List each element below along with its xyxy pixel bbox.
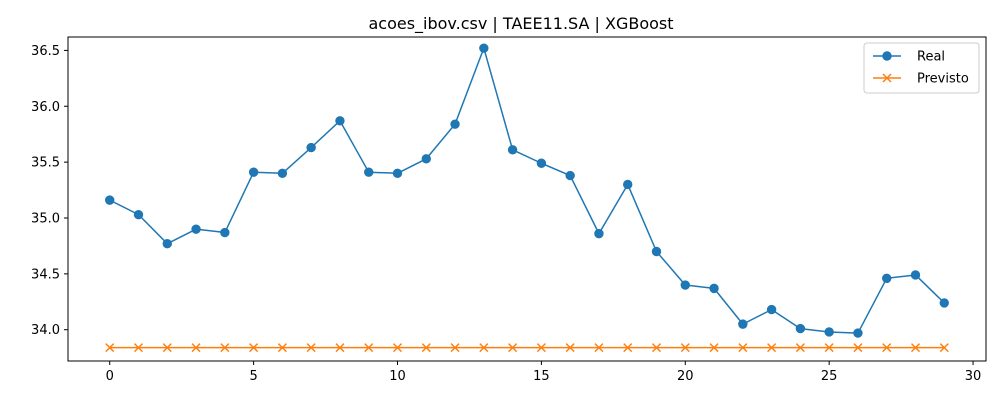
x-tick-label: 10	[389, 369, 406, 384]
series-line-real	[109, 47, 945, 334]
x-tick-label: 30	[965, 369, 982, 384]
x-tick-label: 25	[821, 369, 838, 384]
data-point-previsto	[335, 343, 345, 353]
data-point-real	[248, 167, 259, 177]
data-point-real	[565, 170, 575, 181]
y-tick-label: 36.0	[31, 100, 60, 115]
y-tick-label: 36.5	[31, 44, 60, 59]
data-point-real	[738, 319, 748, 329]
data-point-real	[220, 227, 230, 238]
data-point-real	[795, 323, 806, 334]
data-point-previsto	[680, 343, 690, 353]
data-point-previsto	[795, 343, 805, 353]
data-point-previsto	[306, 343, 316, 353]
data-point-real	[709, 283, 719, 294]
data-point-previsto	[824, 343, 834, 353]
data-point-real	[507, 145, 518, 155]
data-point-real	[479, 43, 489, 53]
data-point-previsto	[479, 343, 489, 353]
data-point-real	[594, 228, 604, 239]
data-point-previsto	[249, 343, 259, 353]
data-point-real	[162, 238, 172, 249]
legend-label-previsto: Previsto	[917, 72, 969, 87]
data-point-previsto	[105, 343, 115, 353]
data-point-real	[882, 273, 892, 284]
y-axis: 34.0 34.5 35.0 35.5 36.0 36.5	[31, 44, 68, 338]
data-point-real	[364, 167, 374, 177]
x-tick-label: 15	[533, 369, 550, 384]
data-point-previsto	[392, 343, 403, 353]
legend-entry-real: Real	[873, 50, 945, 65]
data-point-previsto	[508, 343, 518, 353]
legend-marker-previsto	[882, 73, 892, 83]
data-point-previsto	[623, 343, 633, 353]
data-point-real	[191, 224, 201, 234]
plot-area	[67, 36, 987, 362]
y-tick-label: 34.0	[31, 323, 60, 338]
data-point-previsto	[910, 343, 921, 353]
x-tick-label: 5	[249, 369, 257, 384]
y-tick-label: 35.5	[31, 156, 60, 171]
x-tick-label: 20	[677, 369, 694, 384]
data-point-real	[392, 168, 403, 179]
data-point-real	[306, 142, 316, 153]
data-point-previsto	[853, 343, 863, 353]
data-point-real	[939, 298, 949, 308]
data-point-previsto	[133, 343, 144, 353]
data-point-previsto	[277, 343, 287, 353]
data-point-previsto	[738, 343, 748, 353]
data-point-real	[651, 246, 662, 257]
legend-marker-real	[882, 51, 892, 61]
data-point-previsto	[162, 343, 172, 353]
data-point-previsto	[220, 343, 230, 353]
data-point-real	[421, 154, 431, 164]
data-point-previsto	[709, 343, 719, 353]
data-point-previsto	[882, 343, 892, 353]
data-point-previsto	[651, 343, 662, 353]
data-point-real	[335, 116, 345, 126]
data-point-previsto	[767, 343, 777, 353]
data-point-previsto	[536, 343, 546, 353]
chart-title: acoes_ibov.csv | TAEE11.SA | XGBoost	[368, 14, 673, 34]
data-point-real	[536, 158, 547, 168]
data-point-real	[133, 209, 144, 220]
data-point-real	[277, 168, 288, 179]
y-tick-label: 35.0	[31, 211, 60, 226]
legend: Real Previsto	[863, 42, 980, 94]
data-point-real	[766, 304, 777, 315]
data-point-previsto	[364, 343, 374, 353]
data-point-previsto	[939, 343, 949, 353]
data-point-real	[680, 280, 690, 290]
data-point-previsto	[594, 343, 604, 353]
data-point-previsto	[421, 343, 431, 353]
series-real	[105, 43, 949, 338]
data-point-previsto	[565, 343, 575, 353]
series-layer	[105, 43, 949, 353]
data-point-real	[450, 119, 460, 129]
series-previsto	[105, 343, 949, 353]
data-point-real	[910, 270, 921, 280]
data-point-previsto	[450, 343, 460, 353]
data-point-real	[105, 195, 115, 205]
legend-label-real: Real	[917, 50, 945, 65]
x-axis: 0 5 10 15 20 25 30	[106, 361, 982, 384]
data-point-real	[824, 327, 834, 337]
y-tick-label: 34.5	[31, 267, 60, 282]
data-point-real	[623, 179, 633, 190]
x-tick-label: 0	[106, 369, 114, 384]
data-point-previsto	[191, 343, 201, 353]
data-point-real	[853, 328, 863, 338]
legend-entry-previsto: Previsto	[873, 72, 969, 87]
